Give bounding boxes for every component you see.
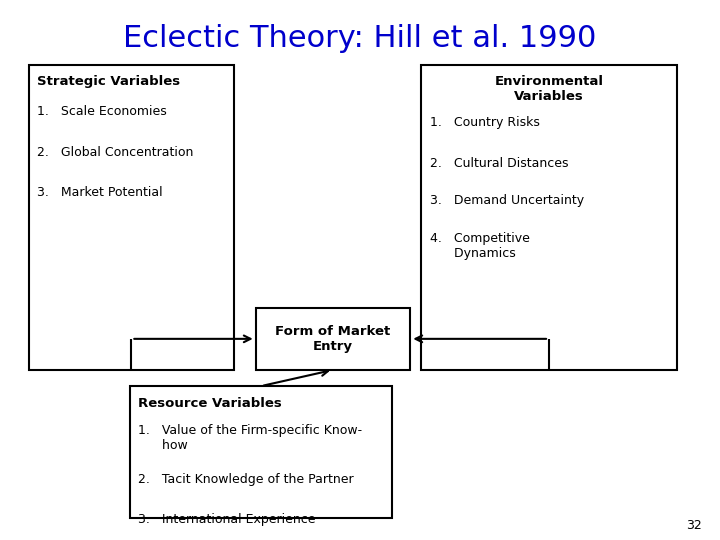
Bar: [29, 65, 234, 370]
Text: Form of Market
Entry: Form of Market Entry: [275, 325, 391, 353]
Text: 32: 32: [686, 519, 702, 532]
Text: Resource Variables: Resource Variables: [138, 397, 282, 410]
Text: Eclectic Theory: Hill et al. 1990: Eclectic Theory: Hill et al. 1990: [123, 24, 597, 53]
Text: 4.   Competitive
      Dynamics: 4. Competitive Dynamics: [430, 232, 530, 260]
Text: 3.   Market Potential: 3. Market Potential: [37, 186, 163, 199]
Text: 2.   Cultural Distances: 2. Cultural Distances: [430, 157, 568, 170]
Bar: [421, 65, 677, 370]
Text: 2.   Global Concentration: 2. Global Concentration: [37, 146, 194, 159]
Text: Strategic Variables: Strategic Variables: [37, 75, 181, 87]
Text: 3.   Demand Uncertainty: 3. Demand Uncertainty: [430, 194, 584, 207]
Text: 1.   Scale Economies: 1. Scale Economies: [37, 105, 167, 118]
Text: 2.   Tacit Knowledge of the Partner: 2. Tacit Knowledge of the Partner: [138, 472, 354, 485]
Text: Environmental
Variables: Environmental Variables: [495, 75, 603, 103]
Text: 3.   International Experience: 3. International Experience: [138, 513, 316, 526]
Text: 1.   Value of the Firm-specific Know-
      how: 1. Value of the Firm-specific Know- how: [138, 424, 362, 452]
Text: 1.   Country Risks: 1. Country Risks: [430, 116, 540, 129]
Bar: [130, 386, 392, 518]
Bar: [256, 308, 410, 370]
